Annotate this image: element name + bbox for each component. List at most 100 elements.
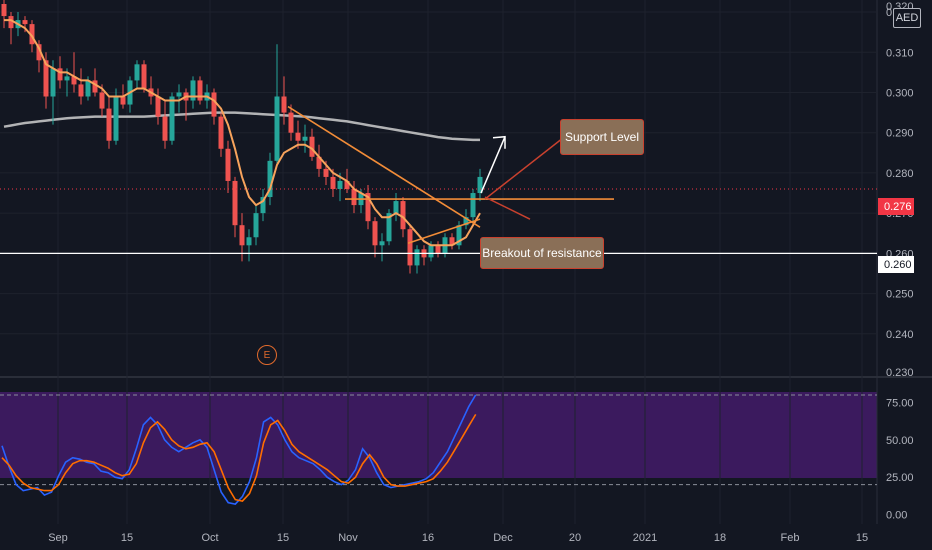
candle-body	[162, 116, 168, 141]
short-ma-line	[4, 19, 481, 247]
candle-body	[407, 229, 413, 266]
candle-body	[92, 80, 98, 93]
candle-body	[190, 80, 196, 101]
oscillator-tick-label: 25.00	[886, 472, 914, 484]
candle-body	[351, 189, 357, 206]
breakout-callout-pointer	[484, 196, 531, 220]
projection-arrow	[480, 135, 506, 194]
time-tick-label: Sep	[48, 532, 68, 544]
candle-body	[43, 60, 49, 97]
candle-body	[260, 197, 266, 214]
candle-body	[365, 193, 371, 222]
time-tick-label: 20	[569, 532, 581, 544]
support-level-callout[interactable]: Support Level	[560, 119, 644, 155]
candle-body	[22, 20, 28, 25]
candle-body	[316, 156, 322, 169]
candle-body	[176, 92, 182, 97]
oscillator-tick-label: 0.00	[886, 510, 907, 522]
time-tick-label: 16	[422, 532, 434, 544]
pane-divider	[0, 376, 932, 378]
currency-badge[interactable]: AED	[893, 8, 921, 28]
candle-body	[435, 245, 441, 254]
candle-body	[106, 108, 112, 141]
candle-body	[232, 180, 238, 226]
time-tick-label: 15	[121, 532, 133, 544]
candle-body	[428, 245, 434, 258]
candle-body	[281, 96, 287, 113]
candle-body	[29, 24, 35, 45]
candle-body	[309, 136, 315, 157]
candle-body	[295, 132, 301, 141]
candle-body	[477, 176, 483, 194]
price-tick-label: 0.290	[886, 128, 914, 140]
oscillator-series	[0, 394, 877, 505]
time-tick-label: 18	[714, 532, 726, 544]
candle-body	[393, 201, 399, 214]
candle-body	[288, 112, 294, 133]
candle-body	[470, 193, 476, 218]
short-moving-average	[4, 19, 481, 247]
candle-body	[36, 44, 42, 61]
price-tick-label: 0.240	[886, 329, 914, 341]
long-ma-line	[3, 111, 480, 142]
candle-body	[330, 176, 336, 189]
candle-body	[386, 213, 392, 242]
price-tick-label: 0.280	[886, 168, 914, 180]
candle-body	[85, 80, 91, 97]
price-tick-label: 0.300	[886, 87, 914, 99]
earnings-marker[interactable]: E	[257, 345, 277, 365]
oscillator-tick-label: 75.00	[886, 397, 914, 409]
candle-body	[267, 160, 273, 198]
candle-body	[274, 96, 280, 161]
candle-body	[120, 96, 126, 105]
candle-body	[323, 168, 329, 177]
candle-body	[463, 217, 469, 226]
candle-body	[141, 64, 147, 89]
time-tick-label: 2021	[633, 532, 657, 544]
candle-body	[99, 92, 105, 109]
candle-body	[456, 225, 462, 246]
candle-body	[218, 116, 224, 149]
price-tick-label: 0.250	[886, 289, 914, 301]
candle-body	[134, 64, 140, 81]
candle-body	[197, 80, 203, 101]
candle-body	[64, 76, 70, 81]
candle-body	[113, 96, 119, 141]
price-edge-label: 0.230	[886, 367, 914, 379]
candle-body	[155, 96, 161, 117]
candle-body	[211, 92, 217, 117]
candle-body	[71, 76, 77, 85]
breakout-callout[interactable]: Breakout of resistance	[480, 237, 604, 269]
candle-body	[1, 4, 7, 17]
trend-drawings	[0, 105, 877, 254]
current-price-tag: 0.276	[878, 198, 914, 215]
candle-body	[337, 180, 343, 189]
price-tick-label: 0.310	[886, 47, 914, 59]
candle-body	[239, 225, 245, 246]
time-tick-label: Oct	[201, 532, 218, 544]
time-axis: Sep 15 Oct 15 Nov 16 Dec 20 2021 18 Feb 15	[48, 532, 868, 544]
candle-body	[344, 180, 350, 189]
candle-body	[302, 136, 308, 141]
level-price-tag: 0.260	[878, 256, 914, 273]
candle-body	[8, 16, 14, 29]
candle-body	[225, 148, 231, 181]
candle-body	[379, 241, 385, 246]
candle-body	[78, 84, 84, 97]
candle-body	[449, 237, 455, 246]
candlestick-series	[1, 0, 483, 274]
candle-body	[57, 68, 63, 81]
candle-body	[372, 221, 378, 246]
oscillator-d-line	[1, 413, 477, 502]
time-tick-label: 15	[277, 532, 289, 544]
rising-trendline	[407, 218, 481, 245]
time-tick-label: 15	[856, 532, 868, 544]
candle-body	[169, 96, 175, 141]
support-callout-pointer	[484, 138, 563, 200]
candle-body	[414, 249, 420, 266]
candle-body	[253, 213, 259, 238]
long-moving-average	[3, 111, 480, 142]
grid-lines	[0, 0, 877, 524]
